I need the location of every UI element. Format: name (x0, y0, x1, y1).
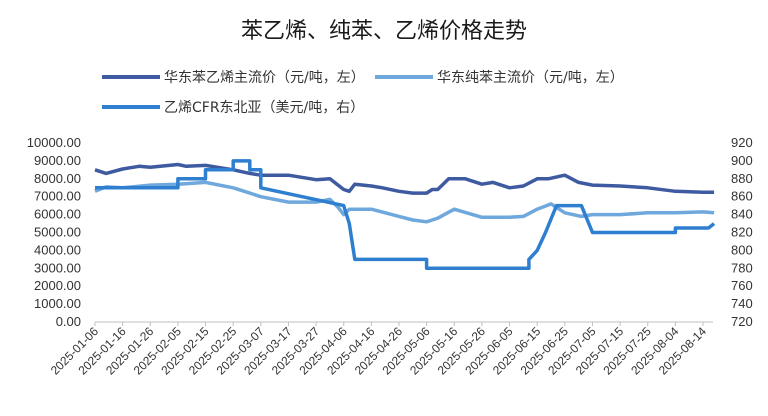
y-right-tick-label: 920 (731, 135, 753, 150)
y-left-tick-label: 10000.00 (27, 135, 81, 150)
chart-title: 苯乙烯、纯苯、乙烯价格走势 (241, 19, 527, 44)
y-left-tick-label: 6000.00 (34, 207, 81, 222)
y-left-tick-label: 4000.00 (34, 242, 81, 257)
y-left-tick-label: 3000.00 (34, 260, 81, 275)
y-left-tick-label: 9000.00 (34, 153, 81, 168)
y-right-tick-label: 740 (731, 296, 753, 311)
y-left-tick-label: 8000.00 (34, 171, 81, 186)
y-left-tick-label: 7000.00 (34, 189, 81, 204)
y-left-tick-label: 5000.00 (34, 225, 81, 240)
y-right-tick-label: 780 (731, 260, 753, 275)
plot-area (94, 159, 716, 271)
y-right-tick-label: 800 (731, 242, 753, 257)
axes: 0.00 1000.00 2000.00 3000.00 4000.00 5000.00 6… (27, 135, 753, 378)
legend-label-ethylene: 乙烯CFR东北亚（美元/吨，右） (164, 100, 364, 116)
y-right-tick-label: 820 (731, 225, 753, 240)
y-left-tick-label: 1000.00 (34, 296, 81, 311)
y-left-tick-label: 2000.00 (34, 278, 81, 293)
y-right-tick-label: 860 (731, 189, 753, 204)
y-right-tick-label: 840 (731, 207, 753, 222)
legend-label-benzene: 华东纯苯主流价（元/吨，左） (437, 69, 624, 86)
y-left-tick-label: 0.00 (56, 314, 81, 329)
y-right-tick-label: 720 (731, 314, 753, 329)
series-line-ethylene (95, 159, 716, 271)
y-right-tick-label: 880 (731, 171, 753, 186)
series-line-benzene (94, 180, 715, 224)
legend-label-styrene: 华东苯乙烯主流价（元/吨，左） (164, 69, 365, 86)
series-line-styrene (94, 162, 715, 195)
y-right-tick-label: 900 (731, 153, 753, 168)
y-right-tick-label: 760 (731, 278, 753, 293)
legend: 华东苯乙烯主流价（元/吨，左） 华东纯苯主流价（元/吨，左） 乙烯CFR东北亚（… (102, 69, 624, 116)
